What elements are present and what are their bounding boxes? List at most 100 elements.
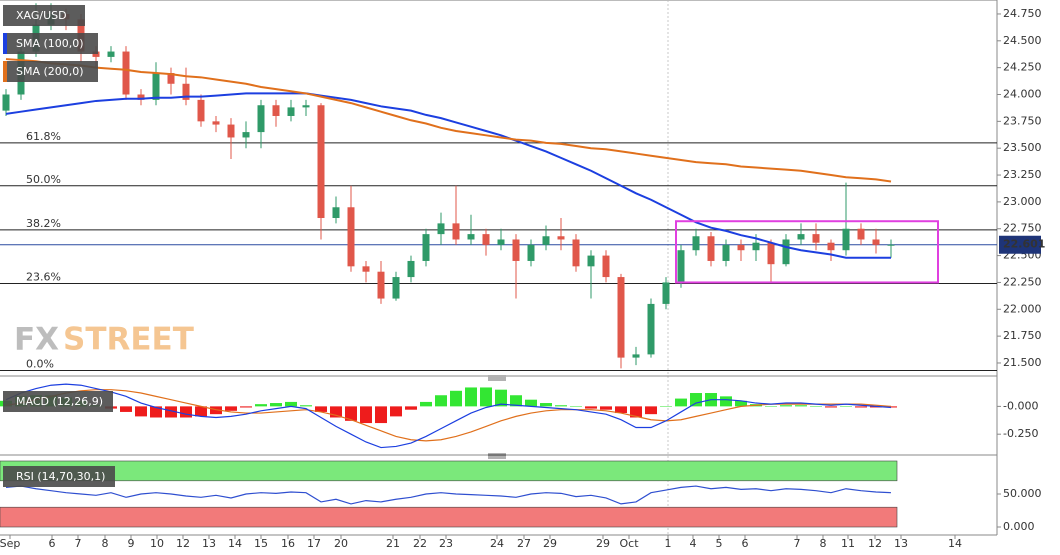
watermark: FX STREET <box>14 322 194 358</box>
legend-box <box>3 466 115 487</box>
candle-body <box>92 51 100 57</box>
macd-histogram-bar <box>225 406 237 411</box>
y-tick-label: -0.250 <box>1003 427 1038 440</box>
x-tick-label: 6 <box>49 537 56 550</box>
macd-histogram-bar <box>825 406 837 408</box>
x-tick-label: 14 <box>228 537 242 550</box>
macd-histogram-bar <box>435 395 447 407</box>
candle-body <box>842 228 850 251</box>
macd-histogram-bar <box>840 406 852 407</box>
candle-body <box>707 236 715 261</box>
candle-body <box>152 73 160 100</box>
candle-body <box>677 250 685 283</box>
candle-body <box>392 277 400 299</box>
y-tick-label: 24.750 <box>1003 7 1042 20</box>
legend-label: RSI (14,70,30,1) <box>16 470 105 483</box>
candle-body <box>242 132 250 138</box>
macd-histogram-bar <box>240 406 252 408</box>
drag-handle[interactable] <box>488 453 506 459</box>
x-tick-label: Oct <box>619 537 639 550</box>
macd-histogram-bar <box>360 406 372 424</box>
macd-histogram-bar <box>660 406 672 407</box>
x-tick-label: 6 <box>742 537 749 550</box>
y-tick-label: 24.250 <box>1003 61 1042 74</box>
y-tick-label: 50.000 <box>1003 487 1042 500</box>
candle-body <box>2 94 10 111</box>
macd-histogram-bar <box>615 406 627 414</box>
macd-histogram-bar <box>555 405 567 407</box>
macd-histogram-bar <box>855 406 867 408</box>
candle-body <box>482 234 490 245</box>
x-tick-label: 4 <box>690 537 697 550</box>
drag-handle[interactable] <box>488 375 506 381</box>
candle-body <box>617 277 625 358</box>
watermark-street: STREET <box>63 322 194 358</box>
candle-body <box>437 223 445 235</box>
candle-body <box>782 239 790 265</box>
y-tick-label: 24.000 <box>1003 88 1042 101</box>
sma-line <box>5 58 892 183</box>
macd-histogram-bar <box>405 406 417 410</box>
macd-histogram-bar <box>285 401 297 407</box>
y-tick-label: 23.750 <box>1003 114 1042 127</box>
x-tick-label: 17 <box>307 537 321 550</box>
x-tick-label: 29 <box>596 537 610 550</box>
candle-body <box>692 236 700 251</box>
candle-body <box>602 255 610 278</box>
macd-histogram-bar <box>195 406 207 417</box>
macd-histogram-bar <box>390 406 402 417</box>
candle-body <box>167 73 175 84</box>
fib-label: 0.0% <box>26 357 54 370</box>
candle-body <box>872 239 880 245</box>
macd-histogram-bar <box>690 393 702 407</box>
last-price-tag <box>999 235 1041 254</box>
candle-body <box>737 244 745 251</box>
sma-line <box>5 92 891 259</box>
legend-label: SMA (200,0) <box>16 65 84 78</box>
candle-body <box>812 234 820 243</box>
candle-body <box>317 105 325 219</box>
rsi-line <box>5 485 892 505</box>
fib-label: 23.6% <box>26 271 61 284</box>
fib-label: 38.2% <box>26 217 61 230</box>
x-tick-label: 8 <box>102 537 109 550</box>
macd-histogram-bar <box>630 406 642 418</box>
y-tick-label: 22.750 <box>1003 222 1042 235</box>
x-tick-label: 16 <box>281 537 295 550</box>
y-tick-label: 21.750 <box>1003 329 1042 342</box>
candle-body <box>332 207 340 219</box>
candle-body <box>542 236 550 245</box>
candle-body <box>122 51 130 95</box>
candle-body <box>407 260 415 278</box>
candle-body <box>467 234 475 240</box>
x-tick-label: 7 <box>794 537 801 550</box>
legend-box <box>3 33 98 54</box>
macd-histogram-bar <box>675 398 687 407</box>
y-tick-label: 0.000 <box>1003 520 1035 533</box>
macd-histogram-bar <box>255 404 267 407</box>
fib-label: 61.8% <box>26 130 61 143</box>
candle-body <box>137 94 145 100</box>
macd-histogram-bar <box>330 406 342 418</box>
y-tick-label: 23.250 <box>1003 168 1042 181</box>
candle-body <box>857 228 865 240</box>
x-tick-label: 7 <box>75 537 82 550</box>
macd-line <box>5 383 892 449</box>
macd-histogram-bar <box>495 389 507 407</box>
candle-body <box>827 242 835 251</box>
candle-body <box>452 223 460 240</box>
macd-histogram-bar <box>570 406 582 407</box>
y-tick-label: -0.000 <box>1003 399 1038 412</box>
candle-body <box>362 266 370 272</box>
candle-body <box>197 99 205 122</box>
x-tick-label: 13 <box>894 537 908 550</box>
y-tick-label: 23.500 <box>1003 141 1042 154</box>
macd-histogram-bar <box>120 406 132 412</box>
macd-histogram-bar <box>180 406 192 418</box>
macd-histogram-bar <box>735 400 747 407</box>
macd-histogram-bar <box>765 406 777 407</box>
candle-body <box>722 244 730 261</box>
y-tick-label: 22.000 <box>1003 302 1042 315</box>
